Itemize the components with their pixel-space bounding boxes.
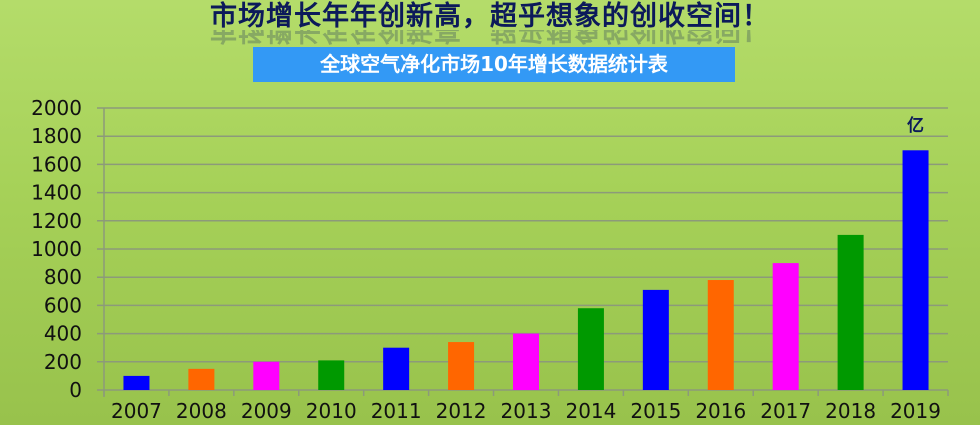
- bar-2012: [448, 342, 475, 390]
- bar-2013: [513, 333, 539, 390]
- y-tick-label: 1600: [31, 152, 82, 176]
- bar-2008: [188, 368, 215, 390]
- bar-2015: [642, 289, 669, 390]
- x-tick-label: 2011: [371, 399, 422, 423]
- y-tick-label: 600: [44, 293, 82, 317]
- bar-2018: [837, 234, 864, 390]
- bar-2017: [772, 263, 799, 390]
- x-tick-label: 2019: [890, 399, 941, 423]
- bar-2016: [707, 280, 734, 390]
- x-tick-label: 2014: [565, 399, 616, 423]
- chart-title-box: 全球空气净化市场10年增长数据统计表: [253, 47, 735, 82]
- bar-2014: [577, 308, 604, 390]
- x-tick-label: 2013: [501, 399, 552, 423]
- y-tick-label: 800: [44, 265, 82, 289]
- y-tick-label: 1200: [31, 209, 82, 233]
- unit-label: 亿: [907, 115, 924, 136]
- x-tick-label: 2012: [436, 399, 487, 423]
- y-tick-label: 200: [44, 350, 82, 374]
- bar-2019: [902, 150, 929, 390]
- x-tick-label: 2007: [111, 399, 162, 423]
- y-tick-label: 1000: [31, 237, 82, 261]
- x-tick-label: 2017: [760, 399, 811, 423]
- bar-2009: [253, 361, 280, 390]
- bar-2010: [318, 360, 345, 390]
- x-tick-label: 2015: [630, 399, 681, 423]
- y-tick-label: 400: [44, 322, 82, 346]
- bar-2011: [383, 347, 410, 390]
- bar-2007: [123, 375, 150, 390]
- x-tick-label: 2008: [176, 399, 227, 423]
- x-tick-label: 2016: [695, 399, 746, 423]
- y-tick-label: 1400: [31, 181, 82, 205]
- x-tick-label: 2009: [241, 399, 292, 423]
- y-tick-label: 2000: [31, 96, 82, 120]
- x-tick-label: 2010: [306, 399, 357, 423]
- headline: 市场增长年年创新高，超乎想象的创收空间！: [210, 1, 770, 32]
- y-tick-label: 0: [69, 378, 82, 402]
- x-tick-label: 2018: [825, 399, 876, 423]
- y-tick-label: 1800: [31, 124, 82, 148]
